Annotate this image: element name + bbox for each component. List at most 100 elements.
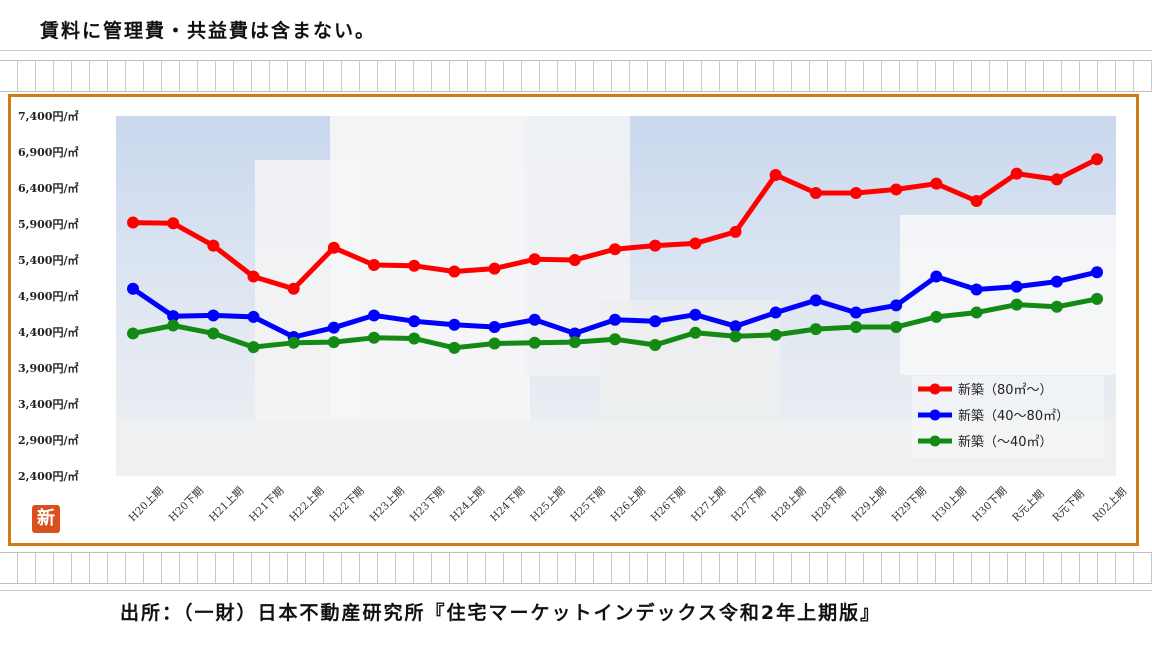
x-tick-label: H28下期 [809,485,848,524]
data-point [970,283,983,296]
top-note: 賃料に管理費・共益費は含まない。 [40,20,377,42]
legend-marker [929,435,941,447]
grid-band-bottom [0,552,1152,584]
data-point [769,169,782,182]
data-point [488,262,501,275]
data-point [649,315,662,328]
data-point [1010,280,1023,293]
data-point [890,183,903,196]
data-point [528,253,541,266]
x-tick-label: H25下期 [568,485,607,524]
data-point [247,270,260,283]
data-point [729,330,742,343]
data-point [1050,275,1063,288]
data-point [247,341,260,354]
y-tick-label: 2,900円/㎡ [18,433,78,447]
x-tick-label: H24上期 [448,485,487,524]
data-point [287,282,300,295]
y-tick-label: 3,900円/㎡ [18,361,78,375]
y-tick-label: 3,400円/㎡ [18,397,78,411]
data-point [930,310,943,323]
data-point [1010,298,1023,311]
data-point [609,243,621,256]
data-point [167,310,180,323]
data-point [890,299,903,312]
data-point [528,336,541,349]
x-tick-label: H20下期 [167,485,206,524]
x-tick-label: H27上期 [689,485,728,524]
x-tick-label: H27下期 [729,485,768,524]
data-point [1050,300,1063,313]
data-point [408,315,421,328]
data-point [568,254,581,266]
x-tick-label: H22上期 [287,485,326,524]
data-point [1010,167,1023,180]
x-tick-label: H29上期 [850,485,889,524]
data-point [488,337,501,350]
x-tick-label: R元上期 [1010,488,1046,524]
legend-label: 新築（40～80㎡） [958,408,1069,424]
x-tick-label: H28上期 [769,485,808,524]
data-point [167,319,180,332]
y-tick-label: 5,400円/㎡ [18,253,78,267]
data-point [568,327,581,340]
logo-icon: 新 [32,505,60,533]
legend-marker [929,409,941,421]
data-point [809,187,822,200]
data-point [368,331,380,344]
data-point [769,306,782,319]
data-point [327,241,340,254]
data-point [970,194,983,207]
y-tick-label: 6,900円/㎡ [18,145,78,159]
data-point [729,225,742,238]
y-tick-label: 4,400円/㎡ [18,325,78,339]
data-point [167,217,180,230]
data-point [609,313,621,326]
data-point [850,187,862,200]
data-point [368,259,380,272]
data-point [689,326,702,339]
data-point [729,320,742,333]
data-point [207,327,220,340]
data-point [809,323,822,336]
data-point [528,313,541,326]
data-point [207,309,220,322]
data-point [448,318,461,331]
x-tick-label: H24下期 [488,485,527,524]
data-point [127,216,139,229]
y-tick-label: 6,400円/㎡ [18,181,78,195]
x-tick-label: H26上期 [609,485,648,524]
x-tick-label: H30上期 [930,485,969,524]
data-point [649,239,662,252]
x-tick-label: H23下期 [408,485,447,524]
data-point [327,336,340,349]
data-point [1091,292,1103,305]
data-point [649,338,662,351]
x-tick-label: R02上期 [1091,486,1129,524]
data-point [1091,266,1103,279]
grid-band-top [0,60,1152,92]
divider [0,50,1152,51]
data-point [769,328,782,341]
legend-marker [929,383,941,395]
data-point [689,308,702,321]
data-point [207,239,220,252]
data-point [368,309,380,322]
x-tick-label: R元下期 [1050,488,1086,524]
legend-label: 新築（80㎡～） [958,382,1053,398]
x-tick-label: H20上期 [127,485,166,524]
data-point [448,341,461,354]
data-point [287,336,300,349]
data-point [488,320,501,333]
y-tick-label: 4,900円/㎡ [18,289,78,303]
data-point [408,332,421,345]
data-point [890,320,903,333]
data-point [850,320,862,333]
data-point [568,336,581,349]
y-tick-label: 5,900円/㎡ [18,217,78,231]
x-tick-label: H21上期 [207,485,246,524]
data-point [809,294,822,307]
data-point [1091,153,1103,166]
y-tick-label: 2,400円/㎡ [18,469,78,483]
x-tick-label: H25上期 [528,485,567,524]
